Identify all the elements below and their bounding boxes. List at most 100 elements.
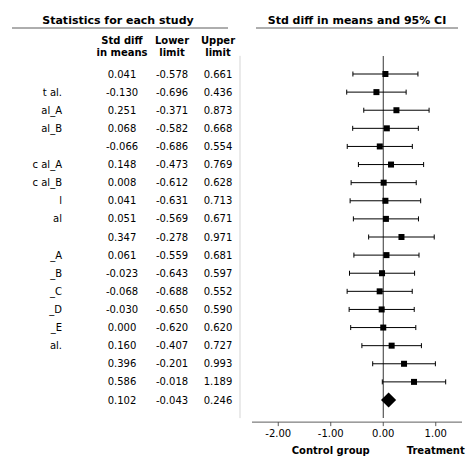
ci-cap — [372, 361, 373, 366]
table-value: -0.620 — [156, 322, 188, 333]
table-value: 0.246 — [204, 395, 233, 406]
chart-title: Std diff in means and 95% CI — [268, 14, 447, 27]
estimate-square — [379, 306, 385, 312]
table-value: 0.586 — [108, 376, 137, 387]
table-value: 0.971 — [204, 232, 233, 243]
study-label: _D — [48, 304, 62, 316]
estimate-square — [411, 379, 417, 385]
title-underline — [256, 28, 458, 29]
x-tick-label: 0.00 — [372, 428, 394, 439]
table-value: -0.578 — [156, 69, 188, 80]
estimate-square — [383, 252, 389, 258]
ci-cap — [416, 180, 417, 185]
table-value: -0.643 — [156, 268, 188, 279]
ci-cap — [419, 253, 420, 258]
study-label: al_A — [41, 105, 62, 117]
ci-cap — [412, 144, 413, 149]
table-value: 0.160 — [108, 340, 137, 351]
column-header-line: limit — [205, 47, 231, 58]
study-label: c al_B — [33, 177, 63, 189]
ci-cap — [414, 271, 415, 276]
ci-cap — [352, 72, 353, 77]
ci-cap — [358, 162, 359, 167]
ci-cap — [418, 126, 419, 131]
estimate-square — [389, 343, 395, 349]
estimate-square — [377, 143, 383, 149]
study-label: _C — [49, 286, 62, 298]
ci-cap — [412, 289, 413, 294]
summary-diamond — [381, 392, 396, 407]
estimate-square — [401, 361, 407, 367]
table-value: 0.148 — [108, 159, 137, 170]
study-label: t al. — [43, 87, 62, 98]
x-tick — [383, 422, 384, 426]
column-header-line: Upper — [201, 35, 235, 46]
table-value: -0.696 — [156, 87, 188, 98]
ci-cap — [415, 325, 416, 330]
ci-cap — [351, 180, 352, 185]
ci-cap — [350, 325, 351, 330]
table-value: -0.201 — [156, 358, 188, 369]
table-value: 0.436 — [204, 87, 233, 98]
ci-cap — [445, 379, 446, 384]
table-value: -0.473 — [156, 159, 188, 170]
ci-cap — [417, 72, 418, 77]
chart: Statistics for each studyStd diff in mea… — [0, 0, 474, 474]
table-value: 0.597 — [204, 268, 233, 279]
table-value: 0.671 — [204, 213, 233, 224]
estimate-square — [373, 89, 379, 95]
table-value: 0.727 — [204, 340, 233, 351]
table-value: 0.993 — [204, 358, 233, 369]
table-value: -0.130 — [106, 87, 138, 98]
table-value: 0.008 — [108, 177, 137, 188]
table-value: -0.278 — [156, 232, 188, 243]
table-value: 0.068 — [108, 123, 137, 134]
table-value: -0.559 — [156, 250, 188, 261]
x-tick — [330, 422, 331, 426]
study-label: c al_A — [33, 159, 63, 171]
estimate-square — [379, 270, 385, 276]
table-value: -0.686 — [156, 141, 188, 152]
ci-cap — [363, 108, 364, 113]
table-value: 0.554 — [204, 141, 233, 152]
ci-cap — [420, 198, 421, 203]
table-value: -0.612 — [156, 177, 188, 188]
study-label: al_B — [41, 123, 62, 135]
table-value: -0.631 — [156, 195, 188, 206]
plot-area — [347, 56, 446, 418]
estimate-square — [382, 198, 388, 204]
table-value: 0.041 — [108, 195, 137, 206]
ci-cap — [349, 307, 350, 312]
ci-cap — [347, 144, 348, 149]
x-tick-label: 1.00 — [425, 428, 447, 439]
ci-cap — [406, 90, 407, 95]
estimate-square — [380, 325, 386, 331]
table-value: 0.668 — [204, 123, 233, 134]
table-value: 1.189 — [204, 376, 233, 387]
ci-cap — [434, 235, 435, 240]
table-value: 0.713 — [204, 195, 233, 206]
ci-cap — [353, 253, 354, 258]
x-tick — [278, 422, 279, 426]
column-header-line: Lower — [155, 35, 189, 46]
table-value: 0.000 — [108, 322, 137, 333]
table-value: 0.061 — [108, 250, 137, 261]
separator — [240, 56, 241, 418]
table-value: 0.552 — [204, 286, 233, 297]
table-value: 0.051 — [108, 213, 137, 224]
table-value: -0.650 — [156, 304, 188, 315]
study-label: l — [59, 195, 62, 206]
x-tick-label: -1.00 — [318, 428, 344, 439]
column-header: Upperlimit — [201, 35, 235, 58]
table-value: -0.018 — [156, 376, 188, 387]
table-value: 0.102 — [108, 395, 137, 406]
estimate-square — [388, 162, 394, 168]
ci-cap — [429, 108, 430, 113]
table-value: -0.688 — [156, 286, 188, 297]
table-value: -0.023 — [106, 268, 138, 279]
table-value: -0.066 — [106, 141, 138, 152]
ci-cap — [435, 361, 436, 366]
table-value: 0.590 — [204, 304, 233, 315]
table-value: -0.068 — [106, 286, 138, 297]
x-tick-label: -2.00 — [265, 428, 291, 439]
